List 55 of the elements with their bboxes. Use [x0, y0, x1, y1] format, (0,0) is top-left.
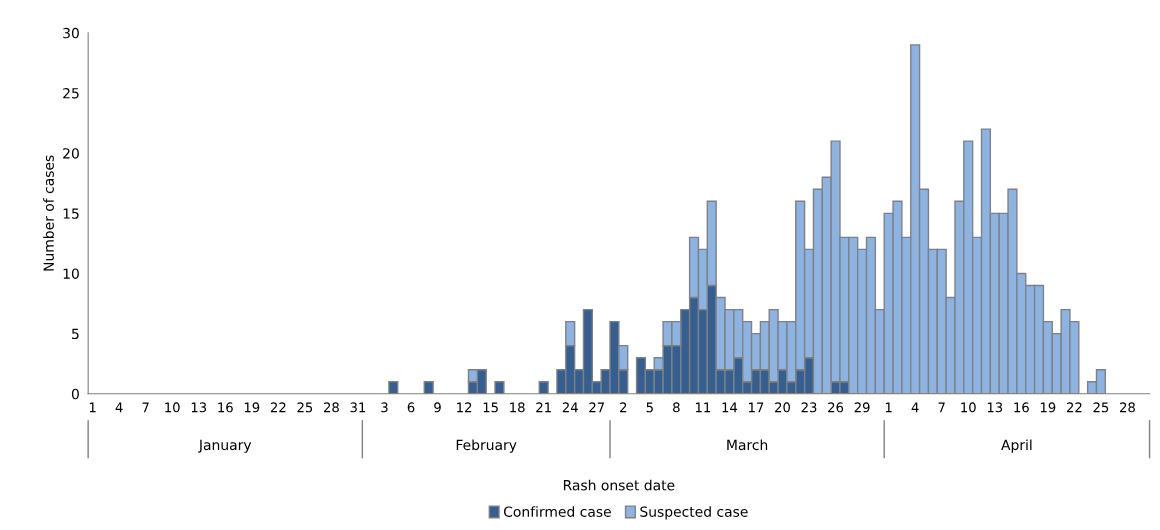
x-tick-label: 18: [510, 402, 525, 413]
text: March: [727, 439, 768, 451]
x-tick-label: 17: [749, 402, 764, 413]
x-tick-label: 14: [722, 402, 738, 413]
x-tick-label: 24: [562, 402, 578, 413]
y-tick-label: 30: [63, 27, 79, 39]
legend-label: Suspected case: [640, 506, 748, 520]
text: April: [1001, 439, 1032, 453]
x-tick-label: 12: [457, 402, 472, 413]
y-tick-label: 5: [72, 328, 79, 340]
x-tick-label: 23: [801, 402, 817, 413]
x-tick-label: 6: [407, 402, 415, 413]
x-tick-label: 1: [885, 402, 892, 413]
x-axis-title: Rash onset date: [563, 479, 675, 491]
x-tick-label: 7: [938, 402, 945, 413]
x-tick-label: 5: [646, 402, 653, 413]
legend-label: Confirmed case: [503, 506, 611, 517]
x-tick-label: 7: [142, 402, 149, 413]
x-tick-label: 21: [536, 402, 551, 413]
x-tick-label: 22: [1066, 402, 1082, 413]
x-tick-label: 19: [1040, 402, 1056, 413]
text: February: [456, 439, 517, 453]
x-tick-label: 25: [297, 402, 313, 413]
x-tick-label: 9: [434, 402, 441, 413]
x-tick-label: 28: [323, 402, 339, 413]
x-tick-label: 19: [244, 402, 260, 413]
y-tick-label: 0: [71, 388, 79, 400]
x-tick-label: 8: [673, 402, 680, 413]
x-tick-label: 16: [218, 402, 233, 413]
x-tick-label: 11: [695, 402, 711, 413]
x-tick-label: 28: [1120, 402, 1135, 413]
y-axis-title: Number of cases: [43, 155, 54, 271]
x-tick-label: 29: [854, 402, 870, 413]
x-tick-label: 1: [89, 402, 96, 413]
x-tick-label: 20: [775, 402, 791, 413]
x-tick-label: 10: [961, 402, 976, 413]
x-tick-label: 4: [115, 402, 123, 413]
y-tick-label: 10: [63, 268, 79, 279]
x-tick-label: 16: [1014, 402, 1029, 413]
x-tick-label: 27: [589, 402, 605, 413]
x-tick-label: 4: [911, 402, 919, 413]
y-tick-label: 15: [63, 208, 79, 219]
text: January: [198, 439, 252, 453]
x-tick-label: 25: [1093, 402, 1109, 413]
x-tick-label: 22: [270, 402, 286, 413]
x-tick-label: 3: [381, 402, 388, 413]
x-tick-label: 26: [828, 402, 844, 413]
y-tick-label: 20: [63, 148, 79, 159]
x-tick-label: 15: [483, 402, 498, 413]
x-tick-label: 2: [620, 402, 627, 413]
x-tick-label: 31: [350, 402, 366, 413]
y-tick-label: 25: [63, 87, 79, 99]
x-tick-label: 13: [987, 402, 1003, 413]
x-tick-label: 13: [191, 402, 207, 413]
x-tick-label: 10: [165, 402, 180, 413]
